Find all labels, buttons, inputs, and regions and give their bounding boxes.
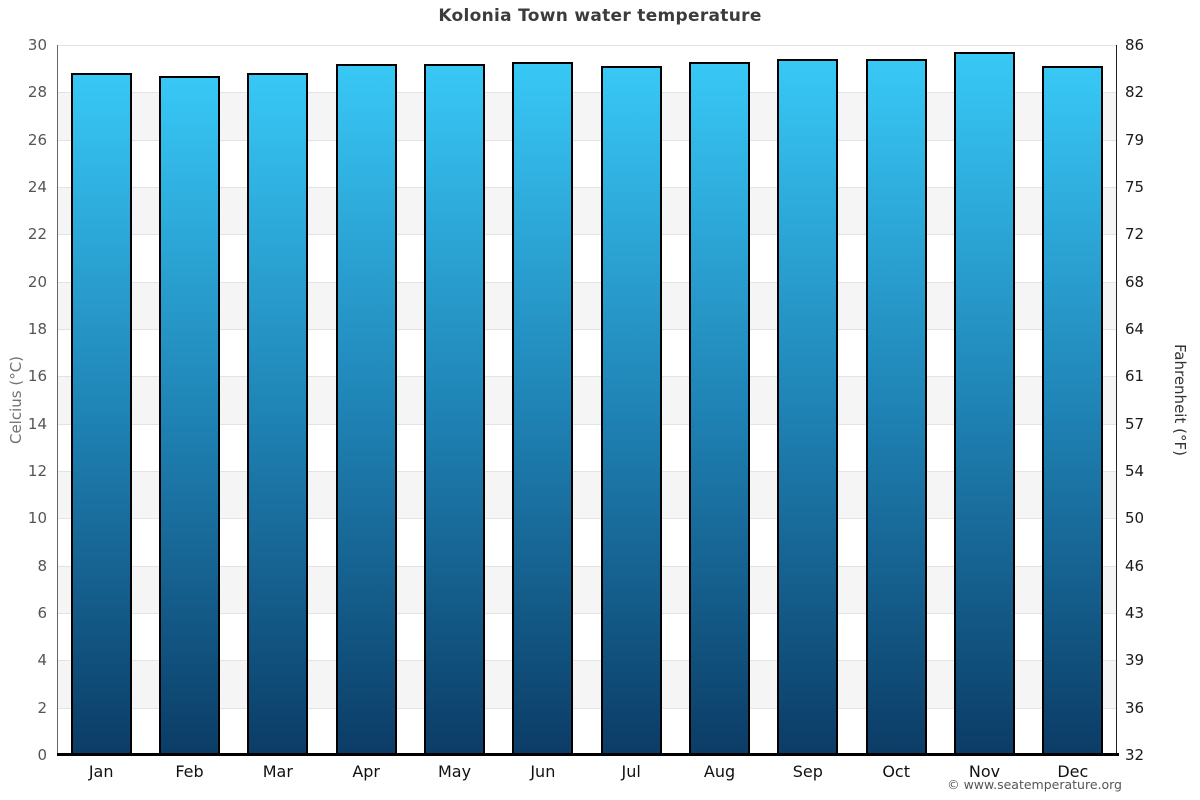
month-label-nov: Nov <box>968 762 1001 781</box>
fahrenheit-tick-label: 50 <box>1125 509 1145 528</box>
background-band <box>57 139 1117 187</box>
month-label-mar: Mar <box>262 762 293 781</box>
fahrenheit-tick-label: 64 <box>1125 320 1145 338</box>
gridline <box>57 707 1117 709</box>
chart-title: Kolonia Town water temperature <box>438 6 762 26</box>
celsius-tick-label: 28 <box>27 83 47 102</box>
fahrenheit-tick-label: 32 <box>1125 746 1145 764</box>
celsius-tick-label: 10 <box>27 509 47 528</box>
background-band <box>57 471 1117 519</box>
bar-jan <box>70 73 132 755</box>
celsius-tick-label: 4 <box>37 651 47 670</box>
month-label-jan: Jan <box>88 762 114 781</box>
fahrenheit-tick-label: 61 <box>1125 367 1145 386</box>
celsius-axis-line <box>57 45 58 755</box>
fahrenheit-tick-label: 75 <box>1125 178 1145 196</box>
month-label-jul: Jul <box>621 762 641 781</box>
gridline <box>57 281 1117 283</box>
bar-nov <box>954 52 1015 755</box>
gridline <box>57 471 1117 472</box>
gridline <box>57 45 1117 46</box>
gridline <box>57 423 1117 425</box>
fahrenheit-tick-label: 72 <box>1125 225 1145 244</box>
bar-jul <box>600 66 662 755</box>
celsius-tick-label: 0 <box>37 746 47 764</box>
fahrenheit-tick-label: 46 <box>1125 556 1145 575</box>
month-label-sep: Sep <box>792 762 823 781</box>
background-band <box>57 707 1117 755</box>
gridline <box>57 139 1117 141</box>
background-band <box>57 565 1117 613</box>
celsius-tick-label: 26 <box>27 130 47 149</box>
gridline <box>57 518 1117 520</box>
bar-may <box>424 63 485 755</box>
fahrenheit-tick-label: 79 <box>1125 130 1145 149</box>
gridline <box>57 234 1117 236</box>
gridline <box>57 660 1117 662</box>
celsius-tick-label: 16 <box>27 367 47 386</box>
gridline <box>57 613 1117 614</box>
celsius-axis-title: Celcius (°C) <box>7 355 25 445</box>
fahrenheit-tick-label: 68 <box>1125 272 1145 291</box>
celsius-tick-label: 20 <box>27 272 47 291</box>
celsius-tick-label: 14 <box>27 414 47 433</box>
gridline <box>57 92 1117 94</box>
bar-sep <box>777 59 839 755</box>
background-band <box>57 45 1117 93</box>
fahrenheit-tick-label: 86 <box>1125 36 1145 54</box>
bar-jun <box>512 61 574 755</box>
fahrenheit-tick-label: 57 <box>1125 414 1145 433</box>
celsius-tick-label: 30 <box>27 36 47 54</box>
fahrenheit-tick-label: 82 <box>1125 83 1145 102</box>
gridline <box>57 187 1117 188</box>
celsius-tick-label: 6 <box>37 604 47 622</box>
fahrenheit-axis-title: Fahrenheit (°F) <box>1171 344 1189 456</box>
fahrenheit-tick-label: 43 <box>1125 604 1145 622</box>
month-label-dec: Dec <box>1057 762 1089 781</box>
background-band <box>57 234 1117 282</box>
celsius-tick-label: 2 <box>37 698 47 717</box>
x-axis-baseline <box>57 753 1119 756</box>
background-band <box>57 376 1117 424</box>
background-band <box>57 329 1117 377</box>
background-band <box>57 613 1117 661</box>
background-band <box>57 518 1117 566</box>
background-band <box>57 281 1117 329</box>
fahrenheit-tick-label: 54 <box>1125 462 1145 480</box>
celsius-tick-label: 22 <box>27 225 47 244</box>
fahrenheit-tick-label: 39 <box>1125 651 1145 670</box>
gridline <box>57 329 1117 330</box>
fahrenheit-tick-label: 36 <box>1125 698 1145 717</box>
month-label-oct: Oct <box>882 762 910 781</box>
bar-dec <box>1042 66 1104 755</box>
celsius-tick-label: 12 <box>27 462 47 480</box>
celsius-tick-label: 8 <box>37 556 47 575</box>
month-label-apr: Apr <box>352 762 380 781</box>
gridline <box>57 565 1117 567</box>
month-label-may: May <box>437 762 472 781</box>
bar-mar <box>247 73 309 755</box>
background-band <box>57 187 1117 235</box>
bar-oct <box>865 59 927 755</box>
month-label-jun: Jun <box>530 762 556 781</box>
gridline <box>57 376 1117 378</box>
fahrenheit-axis-line <box>1116 45 1117 755</box>
month-label-feb: Feb <box>175 762 204 781</box>
bar-feb <box>159 75 220 755</box>
background-band <box>57 92 1117 140</box>
copyright-text: © www.seatemperature.org <box>947 777 1122 792</box>
month-label-aug: Aug <box>703 762 736 781</box>
background-band <box>57 423 1117 471</box>
bar-aug <box>689 61 750 755</box>
celsius-tick-label: 24 <box>27 178 47 196</box>
background-band <box>57 660 1117 708</box>
celsius-tick-label: 18 <box>27 320 47 338</box>
bar-apr <box>335 63 397 755</box>
